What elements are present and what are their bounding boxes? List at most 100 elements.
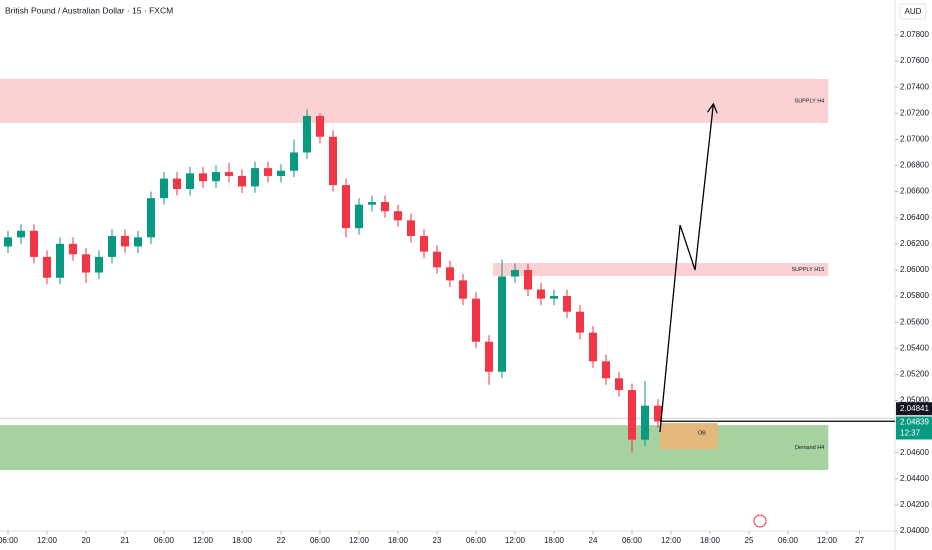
y-tick-label: 2.05800 — [900, 291, 929, 300]
x-tick-label: 12:00 — [349, 536, 370, 545]
candle-body — [537, 289, 546, 299]
candle-body — [224, 172, 233, 176]
last-price-label: 2.04839 — [900, 418, 929, 427]
candle-body — [641, 405, 650, 440]
x-tick-label: 18:00 — [544, 536, 565, 545]
candle-body — [420, 236, 429, 252]
zone — [659, 423, 718, 450]
candle-body — [146, 198, 155, 238]
candle-body — [472, 298, 481, 342]
currency: AUD — [905, 7, 922, 16]
candle-body — [16, 230, 25, 238]
candle-body — [172, 178, 181, 190]
y-tick-label: 2.07400 — [900, 82, 929, 91]
candle-body — [94, 256, 103, 273]
candle-body — [263, 168, 272, 176]
x-tick-label: 18:00 — [700, 536, 721, 545]
candle-body — [107, 236, 116, 257]
currency-box[interactable] — [899, 3, 927, 20]
x-tick-label: 27 — [855, 536, 864, 545]
x-tick-label: 06:00 — [154, 536, 175, 545]
candle-body — [211, 172, 220, 182]
projection-arrow — [659, 105, 713, 433]
candle-body — [237, 175, 246, 187]
candle-body — [524, 269, 533, 290]
candle-body — [133, 237, 142, 247]
x-tick-label: 21 — [121, 536, 130, 545]
x-tick-label: 12:00 — [661, 536, 682, 545]
candle-body — [3, 237, 12, 247]
y-tick-label: 2.06800 — [900, 161, 929, 170]
candle-body — [276, 170, 285, 176]
candle-body — [55, 243, 64, 278]
candle-body — [381, 202, 390, 212]
countdown: 12:37 — [900, 429, 921, 438]
candle-body — [433, 251, 442, 268]
candle-body — [563, 296, 572, 312]
y-tick-label: 2.04000 — [900, 526, 929, 535]
candle-body — [289, 152, 298, 171]
x-tick-label: 12:00 — [37, 536, 58, 545]
x-tick-label: 06:00 — [0, 536, 19, 545]
candle-body — [68, 243, 77, 255]
last-price-box — [896, 416, 932, 440]
zone — [492, 263, 829, 277]
candle-body — [589, 332, 598, 362]
candle-body — [602, 361, 611, 379]
x-tick-label: 06:00 — [622, 536, 643, 545]
candle-body — [498, 276, 507, 372]
y-tick-label: 2.05400 — [900, 343, 929, 352]
x-tick-label: 12:00 — [193, 536, 214, 545]
x-tick-label: 06:00 — [310, 536, 331, 545]
candle-body — [446, 267, 455, 281]
candle-body — [355, 204, 364, 229]
x-tick-label: 18:00 — [232, 536, 253, 545]
candle-body — [42, 256, 51, 278]
zone-label: SUPPLY H4 — [795, 98, 825, 104]
zone-label: OB — [698, 430, 706, 436]
candle-body — [250, 168, 259, 187]
candle-body — [628, 390, 637, 440]
x-tick-label: 24 — [589, 536, 598, 545]
y-tick-label: 2.07000 — [900, 135, 929, 144]
chart-title: British Pound / Australian Dollar · 15 ·… — [5, 5, 173, 15]
x-tick-label: 12:00 — [505, 536, 526, 545]
line-price-label: 2.04841 — [900, 404, 929, 413]
candle-body — [615, 378, 624, 391]
candle-body — [342, 185, 351, 229]
candle-body — [407, 220, 416, 236]
y-tick-label: 2.04600 — [900, 448, 929, 457]
y-tick-label: 2.06000 — [900, 265, 929, 274]
candle-body — [576, 311, 585, 333]
candle-body — [316, 115, 325, 137]
y-tick-label: 2.07600 — [900, 56, 929, 65]
candle-body — [511, 269, 520, 277]
candle-body — [29, 230, 38, 257]
candle-body — [329, 136, 338, 186]
candle-body — [81, 254, 90, 273]
y-tick-label: 2.05200 — [900, 369, 929, 378]
y-tick-label: 2.05600 — [900, 317, 929, 326]
y-tick-label: 2.04400 — [900, 474, 929, 483]
candle-body — [185, 173, 194, 190]
line-price-box — [896, 402, 932, 416]
y-tick-label: 2.06400 — [900, 213, 929, 222]
y-tick-label: 2.04200 — [900, 500, 929, 509]
x-tick-label: 23 — [433, 536, 442, 545]
candle-body — [198, 173, 207, 182]
x-tick-label: 22 — [277, 536, 286, 545]
candle-body — [485, 341, 494, 372]
candle-body — [120, 236, 129, 247]
zone-label: SUPPLY H15 — [791, 267, 824, 273]
y-tick-label: 2.06200 — [900, 239, 929, 248]
event-icon[interactable] — [753, 514, 767, 528]
candle-body — [459, 280, 468, 299]
y-tick-label: 2.07200 — [900, 108, 929, 117]
zone — [0, 78, 829, 123]
x-tick-label: 18:00 — [388, 536, 409, 545]
candle-body — [550, 296, 559, 299]
candle-body — [159, 178, 168, 199]
x-tick-label: 25 — [745, 536, 754, 545]
candle-body — [303, 115, 312, 153]
